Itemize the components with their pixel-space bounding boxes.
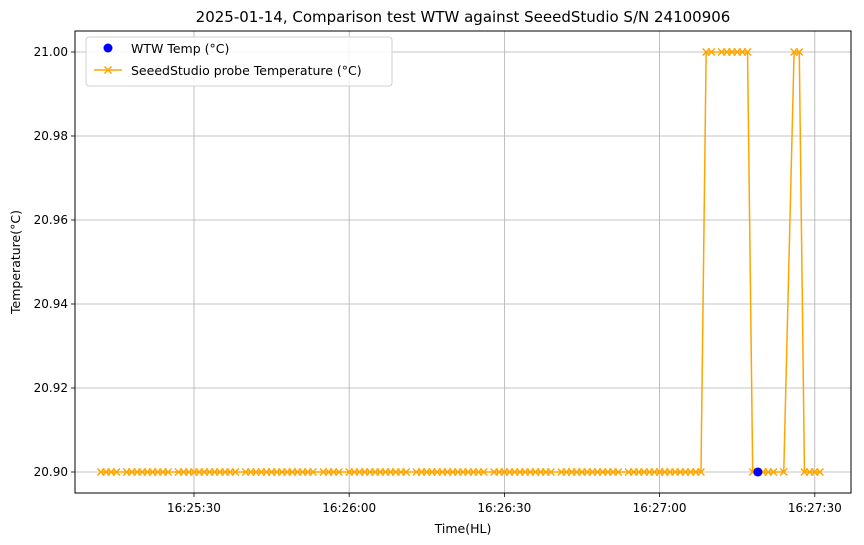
y-tick-label: 20.94 xyxy=(34,297,68,311)
legend-label-seeed: SeeedStudio probe Temperature (°C) xyxy=(131,63,362,78)
seeedstudio-data-point xyxy=(308,467,318,477)
seeedstudio-data-point xyxy=(769,467,778,477)
y-tick-label: 20.98 xyxy=(34,129,68,143)
y-tick-label: 21.00 xyxy=(34,45,68,59)
legend: WTW Temp (°C) SeeedStudio probe Temperat… xyxy=(85,36,393,87)
wtw-data-point xyxy=(753,467,763,477)
seeedstudio-data-point xyxy=(479,467,488,477)
seeedstudio-data-point xyxy=(707,47,716,57)
x-axis: 16:25:30 16:26:00 16:26:30 16:27:00 16:27:30 xyxy=(167,493,842,515)
seeedstudio-data-point xyxy=(815,467,824,477)
legend-marker-seeed xyxy=(103,65,113,75)
x-tick-label: 16:27:30 xyxy=(788,501,842,515)
plot-frame xyxy=(74,30,852,494)
y-axis: 20.90 20.92 20.94 20.96 20.98 21.00 xyxy=(34,45,75,479)
seeedstudio-data-point xyxy=(546,467,555,477)
seeedstudio-data-point xyxy=(795,47,804,57)
seeedstudio-data-point xyxy=(402,467,411,477)
seeedstudio-data-point xyxy=(743,47,752,57)
seeedstudio-data-point xyxy=(614,467,623,477)
seeedstudio-data-point xyxy=(112,467,121,477)
x-tick-label: 16:27:00 xyxy=(633,501,687,515)
y-tick-label: 20.90 xyxy=(34,465,68,479)
y-tick-label: 20.96 xyxy=(34,213,68,227)
chart-title: 2025-01-14, Comparison test WTW against … xyxy=(196,8,731,26)
y-tick-label: 20.92 xyxy=(34,381,68,395)
x-axis-label: Time(HL) xyxy=(434,521,492,536)
seeedstudio-data-point xyxy=(334,467,343,477)
y-axis-label: Temperature(°C) xyxy=(8,210,23,315)
x-tick-label: 16:26:30 xyxy=(477,501,531,515)
legend-box xyxy=(85,36,393,87)
legend-label-wtw: WTW Temp (°C) xyxy=(131,41,229,56)
seeedstudio-data-point xyxy=(164,467,173,477)
x-tick-label: 16:26:00 xyxy=(322,501,376,515)
x-tick-label: 16:25:30 xyxy=(167,501,221,515)
seeedstudio-data-point xyxy=(231,467,240,477)
seeedstudio-data-point xyxy=(696,467,706,477)
seeedstudio-data-point xyxy=(779,467,788,477)
legend-marker-wtw xyxy=(103,43,113,53)
series-layer xyxy=(96,47,824,477)
